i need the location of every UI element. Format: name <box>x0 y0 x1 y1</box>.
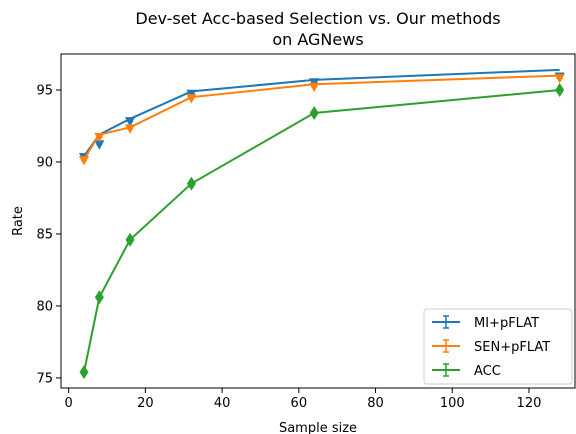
x-tick-label: 40 <box>214 396 231 411</box>
y-tick-label: 95 <box>36 83 53 98</box>
data-point <box>186 94 197 104</box>
data-point <box>554 73 565 84</box>
series-layer <box>79 68 565 380</box>
data-point <box>555 82 565 97</box>
chart-subtitle: on AGNews <box>272 30 363 49</box>
data-point <box>79 156 90 166</box>
y-tick-label: 80 <box>36 299 53 314</box>
legend: MI+pFLAT SEN+pFLAT ACC <box>423 308 573 385</box>
y-tick-label: 75 <box>36 371 53 386</box>
x-axis-label: Sample size <box>279 421 357 434</box>
data-point <box>94 140 105 150</box>
series-line <box>83 88 560 373</box>
x-tick-label: 20 <box>137 396 154 411</box>
data-point <box>79 365 89 380</box>
axes-layer: 0 20 40 60 80 100 120 75 80 85 90 95 <box>36 83 541 411</box>
x-tick-label: 100 <box>440 396 465 411</box>
series-line <box>83 74 560 160</box>
legend-box <box>423 308 573 385</box>
y-tick-label: 90 <box>36 155 53 170</box>
y-tick-label: 85 <box>36 227 53 242</box>
x-tick-label: 0 <box>65 396 73 411</box>
data-point <box>309 106 319 121</box>
data-point <box>309 82 320 93</box>
chart-title: Dev-set Acc-based Selection vs. Our meth… <box>135 9 500 28</box>
data-point <box>125 232 135 247</box>
x-tick-label: 120 <box>517 396 542 411</box>
x-tick-label: 60 <box>291 396 308 411</box>
series-sen-pflat <box>79 73 565 166</box>
legend-label: MI+pFLAT <box>474 316 539 331</box>
legend-label: SEN+pFLAT <box>474 340 550 355</box>
data-point <box>186 176 196 191</box>
data-point <box>125 117 136 127</box>
x-tick-label: 80 <box>367 396 384 411</box>
data-point <box>125 124 136 134</box>
data-point <box>94 290 104 305</box>
plot-frame <box>60 53 576 389</box>
legend-label: ACC <box>474 364 501 379</box>
y-axis-label: Rate <box>11 206 26 236</box>
series-acc <box>79 82 565 380</box>
data-point <box>94 133 105 143</box>
